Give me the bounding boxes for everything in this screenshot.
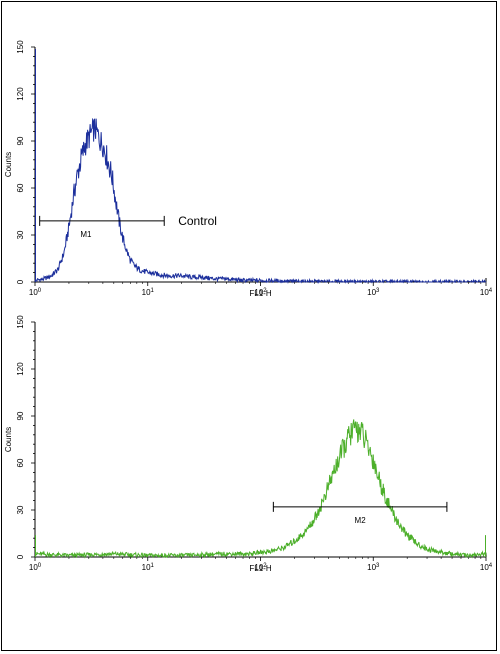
x-tick-label: 102 [254, 563, 267, 572]
y-axis-title: Counts [4, 152, 13, 177]
y-tick-label: 120 [16, 87, 25, 101]
histogram-panel-2: 0 30 60 90 120 150 100 101 102 103 104 FL1-H Counts M… [4, 315, 493, 573]
marker-label: M2 [355, 516, 367, 525]
y-tick-label: 30 [16, 505, 25, 514]
x-tick-label: 101 [142, 288, 155, 297]
x-tick-label: 102 [254, 288, 267, 297]
y-tick-label: 150 [16, 40, 25, 54]
y-tick-label: 0 [16, 554, 25, 559]
x-tick-label: 100 [29, 563, 42, 572]
y-tick-label: 90 [16, 411, 25, 420]
y-tick-label: 120 [16, 362, 25, 376]
y-tick-label: 60 [16, 458, 25, 467]
histogram-series-line [34, 419, 487, 559]
y-tick-label: 150 [16, 315, 25, 329]
y-tick-label: 0 [16, 279, 25, 284]
x-tick-label: 104 [480, 288, 493, 297]
x-axis-title: FL1-H [249, 564, 271, 573]
x-tick-label: 103 [367, 288, 380, 297]
x-tick-label: 101 [142, 563, 155, 572]
histogram-series-line [34, 117, 487, 284]
y-tick-label: 30 [16, 230, 25, 239]
histogram-panel-1: 0 30 60 90 120 150 100 101 102 103 104 FL1-H Counts M… [4, 40, 493, 298]
x-tick-label: 100 [29, 288, 42, 297]
x-axis-title: FL1-H [249, 289, 271, 298]
y-axis-title: Counts [4, 427, 13, 452]
marker-label: M1 [80, 230, 92, 239]
y-tick-label: 90 [16, 136, 25, 145]
control-annotation: Control [178, 214, 217, 228]
y-tick-label: 60 [16, 183, 25, 192]
x-tick-label: 104 [480, 563, 493, 572]
x-tick-label: 103 [367, 563, 380, 572]
